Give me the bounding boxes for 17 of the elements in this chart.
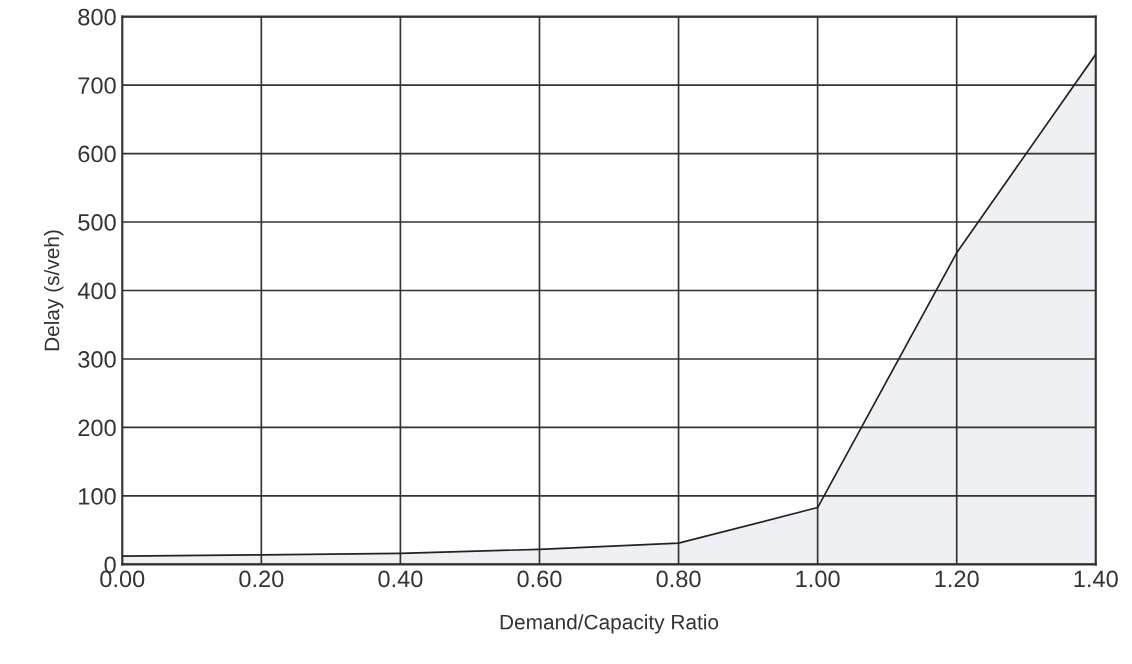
y-tick-label: 300 (78, 351, 116, 368)
y-tick-label: 600 (78, 145, 116, 163)
x-tick-label: 0.20 (239, 570, 284, 588)
y-tick-label: 100 (79, 487, 116, 505)
y-tick-label: 700 (78, 77, 116, 94)
y-tick-label: 800 (78, 8, 116, 26)
y-tick-label: 400 (77, 282, 116, 300)
y-tick-label: 500 (78, 214, 116, 231)
x-tick-label: 1.20 (935, 570, 979, 588)
x-tick-label: 1.40 (1074, 570, 1118, 588)
x-tick-label: 1.00 (796, 570, 840, 588)
x-tick-label: 0.40 (378, 570, 423, 588)
y-tick-label: 200 (78, 419, 116, 437)
y-axis-title: Delay (s/veh) (44, 230, 64, 351)
x-tick-label: 0.80 (656, 570, 701, 588)
x-tick-label: 0.60 (517, 570, 562, 588)
x-axis-title: Demand/Capacity Ratio (500, 614, 719, 634)
